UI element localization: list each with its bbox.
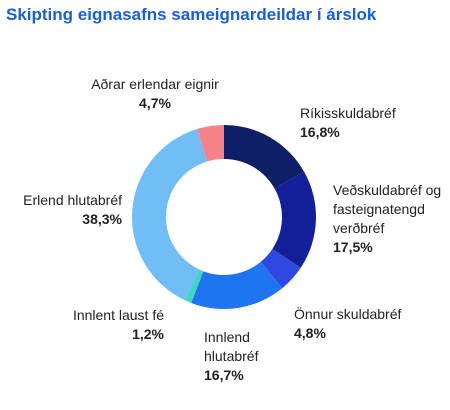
slice-name-line-1: Innlend — [204, 329, 250, 345]
donut-slice-ve-skuldabr-f-og-fasteignatengd-ver-br-f — [272, 171, 316, 268]
slice-label-onnur-skuldabref: Önnur skuldabréf 4,8% — [294, 305, 444, 343]
donut-slice-innlent-laust-f- — [184, 269, 204, 303]
slice-label-rikisskuldabref: Ríkisskuldabréf 16,8% — [300, 104, 440, 142]
slice-label-vedskuldabref: Veðskuldabréf og fasteignatengd verðbréf… — [333, 181, 448, 257]
slice-name-line-2: hlutabréf — [204, 348, 259, 364]
slice-value: 17,5% — [333, 239, 373, 255]
slice-name: Ríkisskuldabréf — [300, 105, 396, 121]
slice-name: Aðrar erlendar eignir — [91, 76, 219, 92]
slice-name-line-2: fasteignatengd — [333, 201, 425, 217]
slice-label-innlent-laust-fe: Innlent laust fé 1,2% — [40, 306, 164, 344]
chart-title: Skipting eignasafns sameignardeildar í á… — [6, 5, 377, 24]
slice-label-adrar-erlendar-eignir: Aðrar erlendar eignir 4,7% — [70, 75, 240, 113]
slice-label-erlend-hlutabref: Erlend hlutabréf 38,3% — [2, 191, 122, 229]
donut-slice-innlend-hlutabr-f — [191, 261, 283, 309]
donut-slice--nnur-skuldabr-f — [260, 248, 301, 289]
slice-value: 4,7% — [139, 95, 171, 111]
slice-value: 16,8% — [300, 124, 340, 140]
slice-value: 4,8% — [294, 325, 326, 341]
slice-value: 1,2% — [132, 326, 164, 342]
slice-name-line-1: Veðskuldabréf og — [333, 182, 442, 198]
slice-value: 16,7% — [204, 367, 244, 383]
donut-slice-erlend-hlutabr-f — [132, 128, 208, 301]
slice-name-line-3: verðbréf — [333, 220, 385, 236]
donut-slice-a-rar-erlendar-eignir — [197, 125, 224, 162]
slice-label-innlend-hlutabref: Innlend hlutabréf 16,7% — [204, 328, 314, 385]
slice-name: Erlend hlutabréf — [23, 192, 122, 208]
slice-value: 38,3% — [82, 211, 122, 227]
donut-slice-r-kisskuldabr-f — [224, 125, 305, 189]
slice-name: Önnur skuldabréf — [294, 306, 402, 322]
slice-name: Innlent laust fé — [72, 307, 164, 323]
